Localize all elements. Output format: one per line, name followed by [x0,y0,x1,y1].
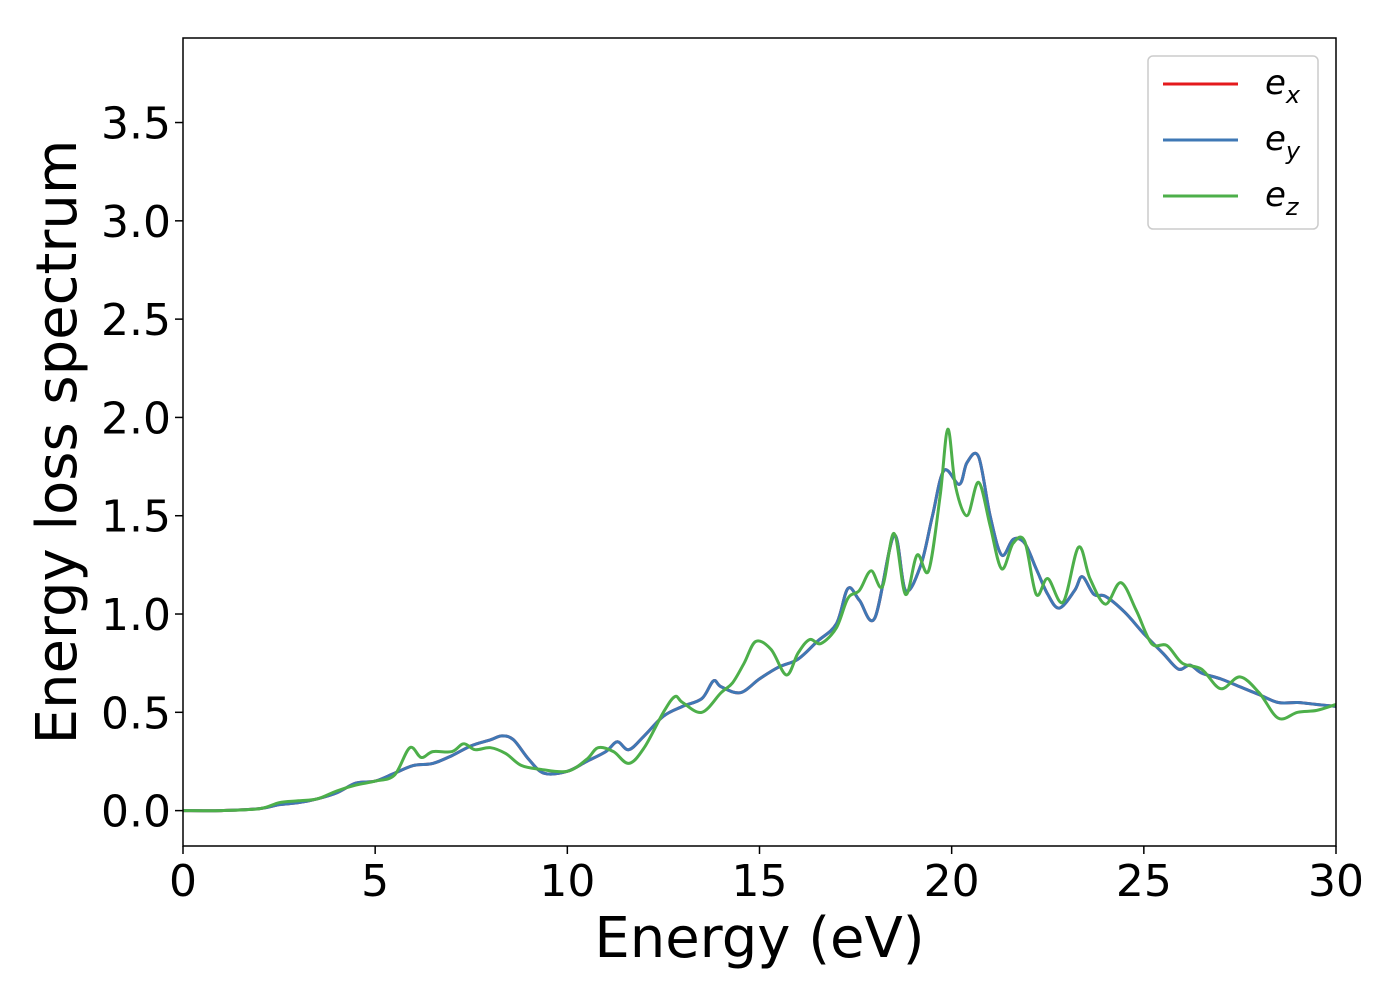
x-tick-label: 25 [1116,856,1172,907]
plot-background [183,38,1336,846]
x-tick-label: 0 [169,856,197,907]
legend-subscript: x [1285,81,1301,109]
y-tick-label: 0.5 [101,688,171,739]
y-tick-label: 1.0 [101,590,171,641]
legend-box [1147,55,1319,230]
y-axis-label: Energy loss spectrum [25,140,90,745]
x-axis-label: Energy (eV) [594,906,924,971]
x-tick-label: 30 [1308,856,1364,907]
plot-frame [182,37,1337,847]
series-layer [182,427,1337,813]
x-tick-label: 5 [361,856,389,907]
y-tick-label: 3.0 [101,197,171,248]
legend-subscript: y [1285,137,1301,165]
y-tick-label: 1.5 [101,492,171,543]
axis-layer: 0 5 10 15 20 25 30 0.0 0.5 1.0 1.5 2.0 2.5 3.0 3.5 [101,99,1364,907]
y-tick-label: 2.0 [101,393,171,444]
legend-subscript: z [1285,193,1300,221]
y-tick-label: 3.5 [101,99,171,150]
y-tick-label: 0.0 [101,787,171,838]
series-line-y [182,451,1337,813]
y-tick-label: 2.5 [101,295,171,346]
x-tick-label: 10 [539,856,595,907]
x-tick-label: 15 [732,856,788,907]
series-line-z [182,427,1337,813]
x-tick-label: 20 [924,856,980,907]
